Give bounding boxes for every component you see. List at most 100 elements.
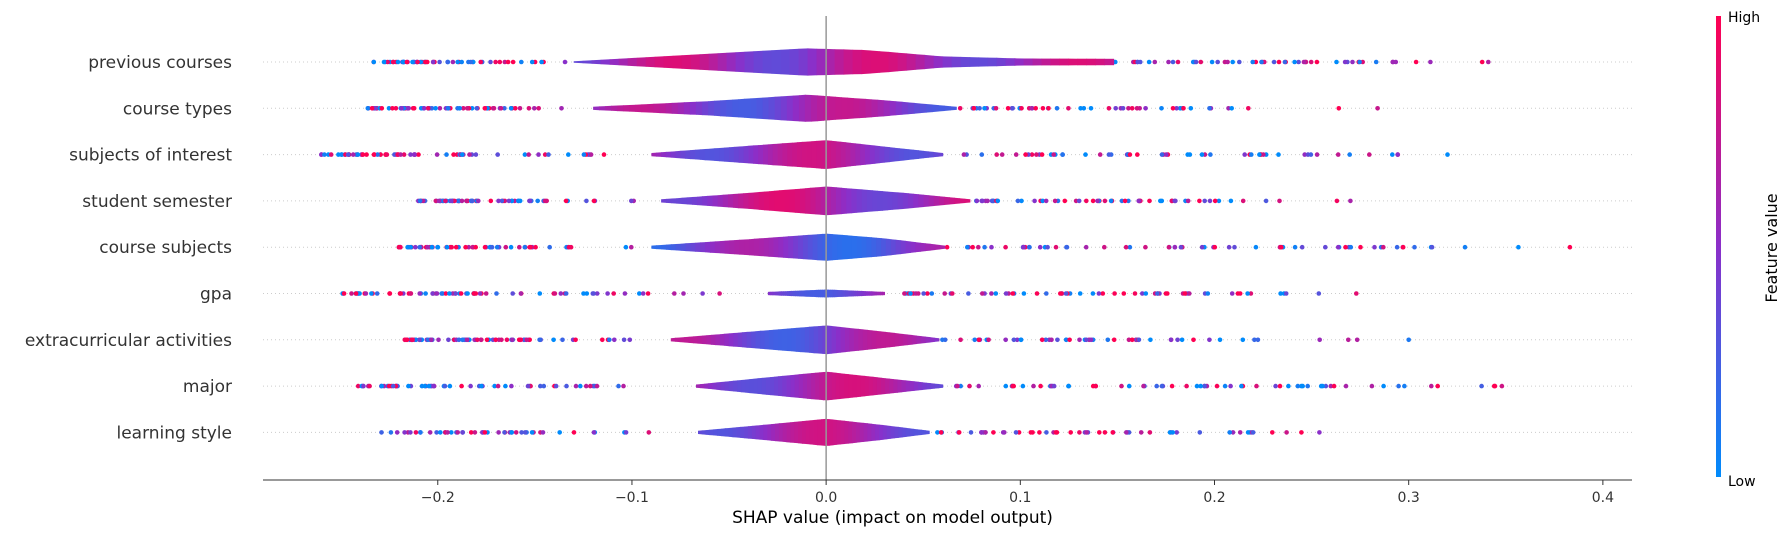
shap-point xyxy=(1270,430,1275,435)
shap-point xyxy=(541,383,547,389)
shap-point xyxy=(478,337,484,343)
violin-segment xyxy=(819,372,824,401)
violin-segment xyxy=(835,372,841,400)
violin-segment xyxy=(808,290,812,297)
violin-segment xyxy=(702,335,708,345)
violin-segment xyxy=(832,234,838,261)
violin-segment xyxy=(690,149,696,160)
x-tick-label: 0.3 xyxy=(1398,490,1420,506)
shap-point xyxy=(526,106,532,111)
shap-point xyxy=(1023,152,1028,157)
shap-point xyxy=(1278,291,1283,296)
shap-point xyxy=(459,59,465,65)
shap-point xyxy=(428,337,434,343)
shap-point xyxy=(672,291,677,296)
violin-segment xyxy=(853,328,859,352)
violin-segment xyxy=(714,148,720,162)
shap-point xyxy=(1225,59,1230,65)
shap-point xyxy=(1096,291,1102,296)
violin-segment xyxy=(714,241,721,254)
shap-point xyxy=(1316,291,1322,296)
violin-segment xyxy=(867,423,872,442)
shap-point xyxy=(498,106,504,111)
shap-point xyxy=(1305,383,1310,389)
shap-point xyxy=(646,430,652,435)
violin-segment xyxy=(696,384,701,389)
violin-segment xyxy=(789,48,800,76)
violin-segment xyxy=(775,423,780,442)
shap-point xyxy=(1126,106,1131,111)
shap-point xyxy=(591,291,596,296)
violin-segment xyxy=(929,337,935,343)
feature-row: extracurricular activities xyxy=(25,325,1632,355)
shap-point xyxy=(1039,152,1045,157)
violin-segment xyxy=(806,290,810,297)
violin-segment xyxy=(855,422,861,443)
shap-point xyxy=(369,291,374,296)
shap-point xyxy=(1328,383,1334,389)
shap-point xyxy=(1187,152,1193,157)
shap-point xyxy=(465,106,470,111)
violin-segment xyxy=(647,103,655,113)
shap-point xyxy=(355,383,361,389)
violin-segment xyxy=(924,54,935,70)
shap-point xyxy=(421,106,427,111)
violin-segment xyxy=(706,334,712,345)
shap-point xyxy=(1063,291,1069,296)
violin-segment xyxy=(842,234,848,260)
shap-point xyxy=(1127,244,1133,250)
shap-point xyxy=(1003,383,1009,389)
shap-point xyxy=(1346,337,1351,343)
shap-point xyxy=(591,198,597,204)
violin-segment xyxy=(713,429,718,436)
shap-point xyxy=(503,383,508,389)
violin-segment xyxy=(699,149,706,161)
shap-point xyxy=(1193,59,1199,65)
shap-point xyxy=(1354,337,1360,343)
shap-point xyxy=(1029,106,1034,111)
violin-segment xyxy=(879,146,885,164)
violin-segment xyxy=(879,51,890,73)
violin-segment xyxy=(897,192,904,210)
shap-point xyxy=(1136,337,1142,343)
shap-point xyxy=(1088,106,1094,111)
shap-point xyxy=(1019,106,1024,111)
shap-point xyxy=(1084,430,1089,435)
colorbar-high-label: High xyxy=(1728,10,1760,26)
shap-point xyxy=(902,291,907,296)
shap-point xyxy=(929,291,935,296)
violin-segment xyxy=(683,102,691,115)
shap-point xyxy=(1077,430,1082,435)
shap-point xyxy=(1246,106,1251,111)
shap-point xyxy=(1113,106,1118,111)
violin-segment xyxy=(763,424,768,441)
shap-point xyxy=(1348,244,1354,250)
feature-rows: previous courses course types subjects of … xyxy=(25,48,1632,446)
shap-point xyxy=(423,291,428,296)
shap-point xyxy=(1373,59,1379,65)
violin-segment xyxy=(774,190,780,212)
shap-point xyxy=(1021,244,1026,250)
shap-point xyxy=(482,244,488,250)
shap-point xyxy=(971,106,977,111)
shap-point xyxy=(430,59,436,65)
violin-segment xyxy=(893,379,898,394)
violin-segment xyxy=(885,238,892,256)
violin-segment xyxy=(903,334,909,346)
shap-point xyxy=(1018,337,1024,343)
shap-point xyxy=(1354,291,1359,296)
violin-segment xyxy=(736,426,741,438)
shap-point xyxy=(417,198,423,204)
shap-point xyxy=(1049,337,1054,343)
violin-segment xyxy=(724,240,731,254)
shap-point xyxy=(463,244,468,250)
violin-segment xyxy=(700,242,706,253)
violin-segment xyxy=(861,236,867,258)
violin-segment xyxy=(1041,58,1052,66)
violin-segment xyxy=(753,145,759,165)
shap-point xyxy=(1172,244,1178,250)
violin-segment xyxy=(835,141,842,168)
violin-segment xyxy=(818,325,824,354)
shap-point xyxy=(1240,337,1246,343)
violin-segment xyxy=(702,101,709,116)
